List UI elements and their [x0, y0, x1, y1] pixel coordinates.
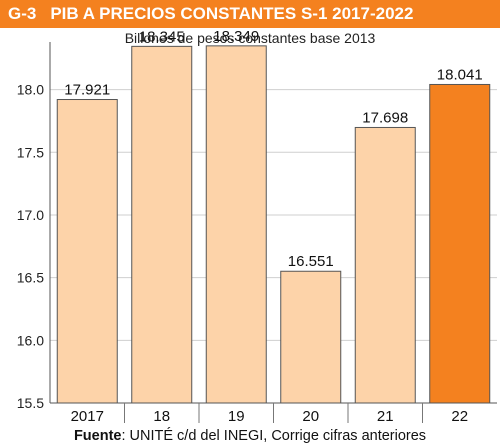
y-tick-label: 17.5	[17, 144, 44, 160]
data-label: 18.345	[139, 28, 185, 45]
chart-header-bar: G-3 PIB A PRECIOS CONSTANTES S-1 2017-20…	[0, 0, 500, 28]
x-tick-label: 20	[302, 408, 319, 425]
y-tick-label: 15.5	[17, 395, 44, 411]
chart-subtitle: Billones de pesos constantes base 2013	[124, 30, 376, 46]
x-tick-label: 21	[377, 408, 394, 425]
data-label: 18.349	[213, 28, 259, 45]
chart-title: PIB A PRECIOS CONSTANTES S-1 2017-2022	[50, 4, 414, 23]
bar	[280, 270, 342, 404]
bar	[429, 83, 491, 404]
y-tick-label: 16.0	[17, 332, 44, 348]
data-label: 16.551	[288, 253, 334, 270]
x-tick-label: 22	[451, 408, 468, 425]
source-label: Fuente	[73, 428, 122, 444]
data-label: 17.698	[362, 109, 408, 126]
y-tick-label: 17.0	[17, 207, 44, 223]
y-tick-label: 18.0	[17, 82, 44, 98]
bar	[56, 99, 118, 404]
bar	[131, 45, 193, 404]
x-tick-label: 18	[153, 408, 170, 425]
data-label: 18.041	[437, 66, 483, 83]
source-note: Fuente: UNITÉ c/d del INEGI, Corrige cif…	[0, 428, 500, 444]
figure-number: G-3	[8, 4, 37, 23]
data-label: 17.921	[64, 82, 110, 99]
x-tick-label: 2017	[71, 408, 104, 425]
bar	[205, 45, 267, 404]
x-tick-label: 19	[228, 408, 245, 425]
y-tick-label: 16.5	[17, 270, 44, 286]
bar	[354, 126, 416, 404]
source-text: : UNITÉ c/d del INEGI, Corrige cifras an…	[121, 428, 427, 444]
